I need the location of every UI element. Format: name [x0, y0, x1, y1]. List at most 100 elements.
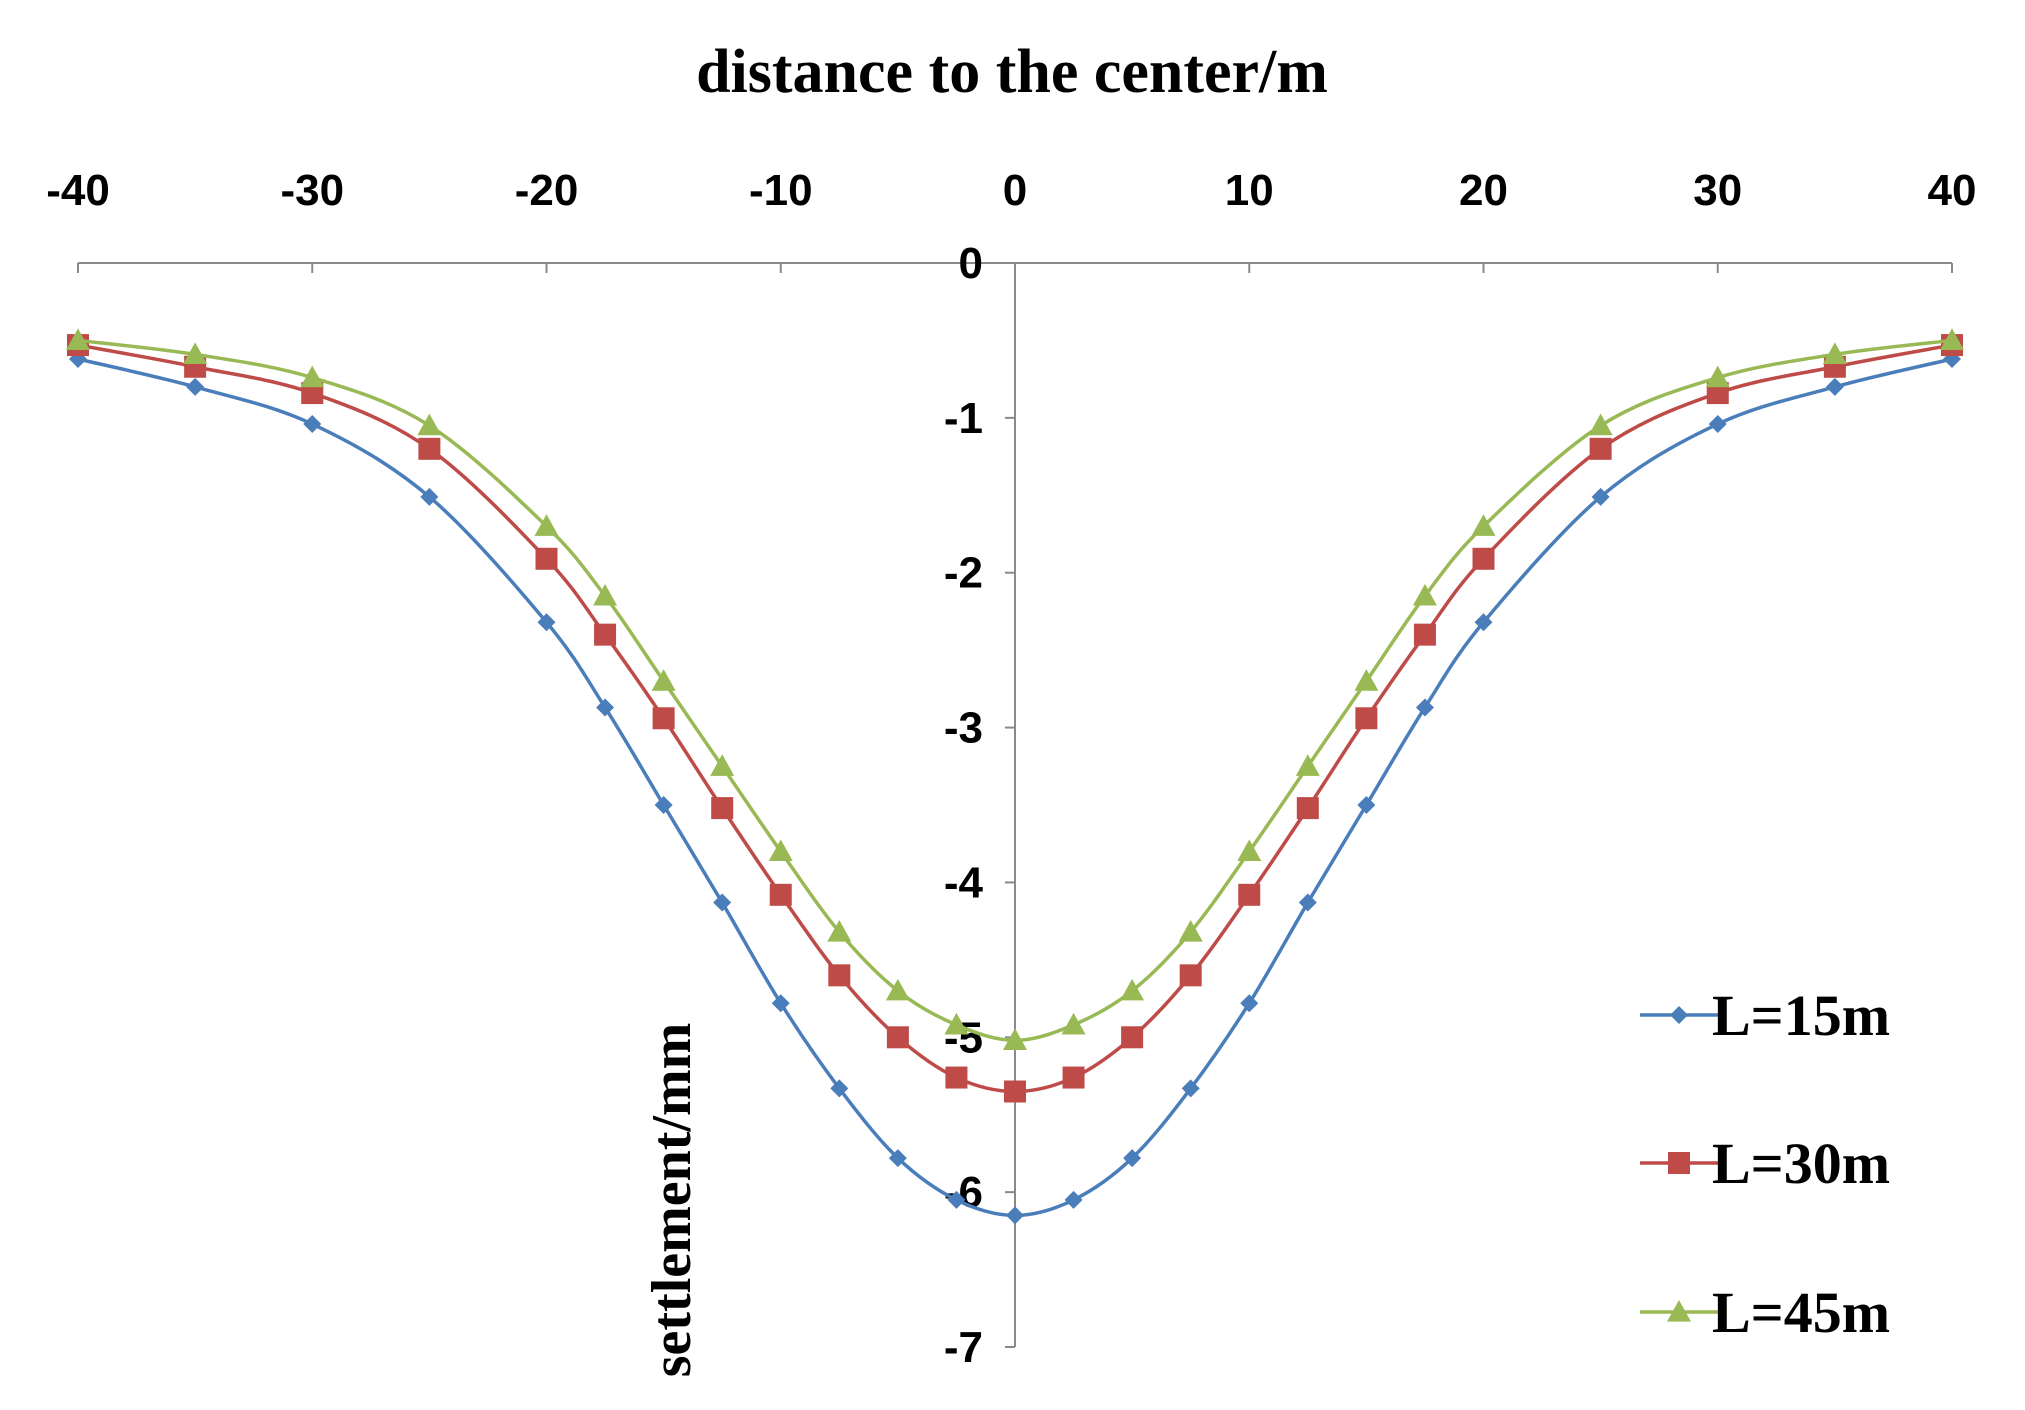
data-point	[594, 623, 617, 646]
data-point	[1415, 698, 1434, 717]
legend-marker	[1667, 1300, 1691, 1322]
data-point	[1006, 1206, 1024, 1225]
data-point	[66, 328, 90, 351]
data-point	[183, 342, 208, 364]
data-point	[1708, 415, 1727, 434]
y-tick-label: -7	[944, 1323, 983, 1372]
data-point	[1003, 1028, 1027, 1050]
data-point	[1471, 514, 1496, 536]
data-point	[1004, 1080, 1026, 1103]
data-point	[1179, 964, 1202, 987]
x-tick-label: 0	[1003, 166, 1027, 215]
data-point	[1588, 413, 1613, 436]
legend-item: L=15m	[1640, 983, 1890, 1048]
data-point	[535, 547, 558, 570]
legend-item: L=45m	[1640, 1280, 1890, 1345]
data-point	[417, 413, 442, 436]
data-point	[885, 978, 910, 1001]
data-point	[888, 1149, 907, 1168]
data-point	[593, 583, 618, 606]
data-point	[1472, 547, 1495, 570]
legend-label: L=15m	[1712, 983, 1890, 1048]
x-tick-label: 40	[1928, 166, 1977, 215]
data-point	[596, 698, 615, 717]
data-point	[1825, 377, 1844, 396]
data-point	[1237, 839, 1262, 862]
data-point	[710, 754, 735, 776]
data-point	[711, 797, 734, 820]
y-tick-label: -2	[944, 549, 983, 598]
data-point	[1123, 1149, 1142, 1168]
data-point	[1355, 707, 1378, 730]
x-tick-label: -40	[46, 166, 110, 215]
data-point	[886, 1026, 909, 1049]
data-point	[418, 437, 441, 460]
data-point	[1064, 1190, 1083, 1209]
data-point	[1295, 754, 1320, 776]
data-point	[1240, 994, 1259, 1013]
data-point	[828, 964, 851, 987]
data-point	[1706, 382, 1729, 405]
data-point	[1474, 613, 1493, 632]
data-point	[1589, 437, 1612, 460]
data-point	[1413, 623, 1436, 646]
series-L=30m	[67, 334, 1963, 1103]
x-tick-label: 10	[1225, 166, 1274, 215]
data-point	[303, 415, 322, 434]
data-point	[1061, 1012, 1086, 1035]
series-L=45m	[66, 328, 1964, 1050]
legend: L=15m L=30m L=45m	[1640, 983, 1890, 1345]
data-point	[186, 377, 205, 396]
data-point	[654, 796, 673, 814]
data-point	[768, 839, 793, 862]
legend-label: L=30m	[1712, 1131, 1890, 1196]
data-point	[1298, 893, 1317, 912]
data-point	[944, 1012, 969, 1035]
data-point	[300, 365, 325, 388]
data-point	[534, 514, 559, 536]
data-point	[713, 893, 732, 912]
data-point	[1705, 365, 1730, 388]
data-point	[1357, 796, 1376, 814]
data-point	[1822, 342, 1847, 364]
legend-marker	[1668, 1152, 1690, 1174]
y-tick-label: 0	[959, 239, 983, 288]
data-point	[1940, 328, 1964, 351]
data-point	[827, 919, 852, 942]
data-point	[651, 669, 676, 691]
data-point	[301, 382, 324, 405]
data-point	[537, 613, 556, 632]
data-point	[1062, 1066, 1085, 1089]
data-point	[947, 1190, 966, 1209]
legend-item: L=30m	[1640, 1131, 1890, 1196]
data-point	[1412, 583, 1437, 606]
data-point	[1121, 1026, 1144, 1049]
data-point	[1120, 978, 1145, 1001]
data-point	[945, 1066, 968, 1089]
x-tick-label: 30	[1693, 166, 1742, 215]
legend-marker	[1670, 1006, 1688, 1024]
data-point	[1296, 797, 1319, 820]
x-tick-label: -10	[749, 166, 813, 215]
data-point	[830, 1079, 849, 1098]
data-point	[1238, 883, 1261, 906]
y-tick-label: -4	[944, 858, 984, 907]
series-layer	[66, 328, 1964, 1225]
data-point	[769, 883, 792, 906]
x-tick-label: -30	[280, 166, 344, 215]
data-point	[771, 994, 790, 1013]
data-point	[420, 487, 439, 506]
legend-label: L=45m	[1712, 1280, 1890, 1345]
data-point	[1178, 919, 1203, 942]
y-tick-label: -1	[944, 394, 983, 443]
y-axis-label: settlement/mm	[641, 1023, 703, 1378]
x-axis: -40 -30 -20 -10 0 10 20 30 40	[46, 166, 1976, 273]
y-tick-label: -3	[944, 704, 983, 753]
data-point	[1591, 487, 1610, 506]
x-tick-label: 20	[1459, 166, 1508, 215]
chart-title: distance to the center/m	[696, 38, 1328, 106]
data-point	[1181, 1079, 1200, 1098]
data-point	[652, 707, 675, 730]
x-tick-label: -20	[515, 166, 579, 215]
